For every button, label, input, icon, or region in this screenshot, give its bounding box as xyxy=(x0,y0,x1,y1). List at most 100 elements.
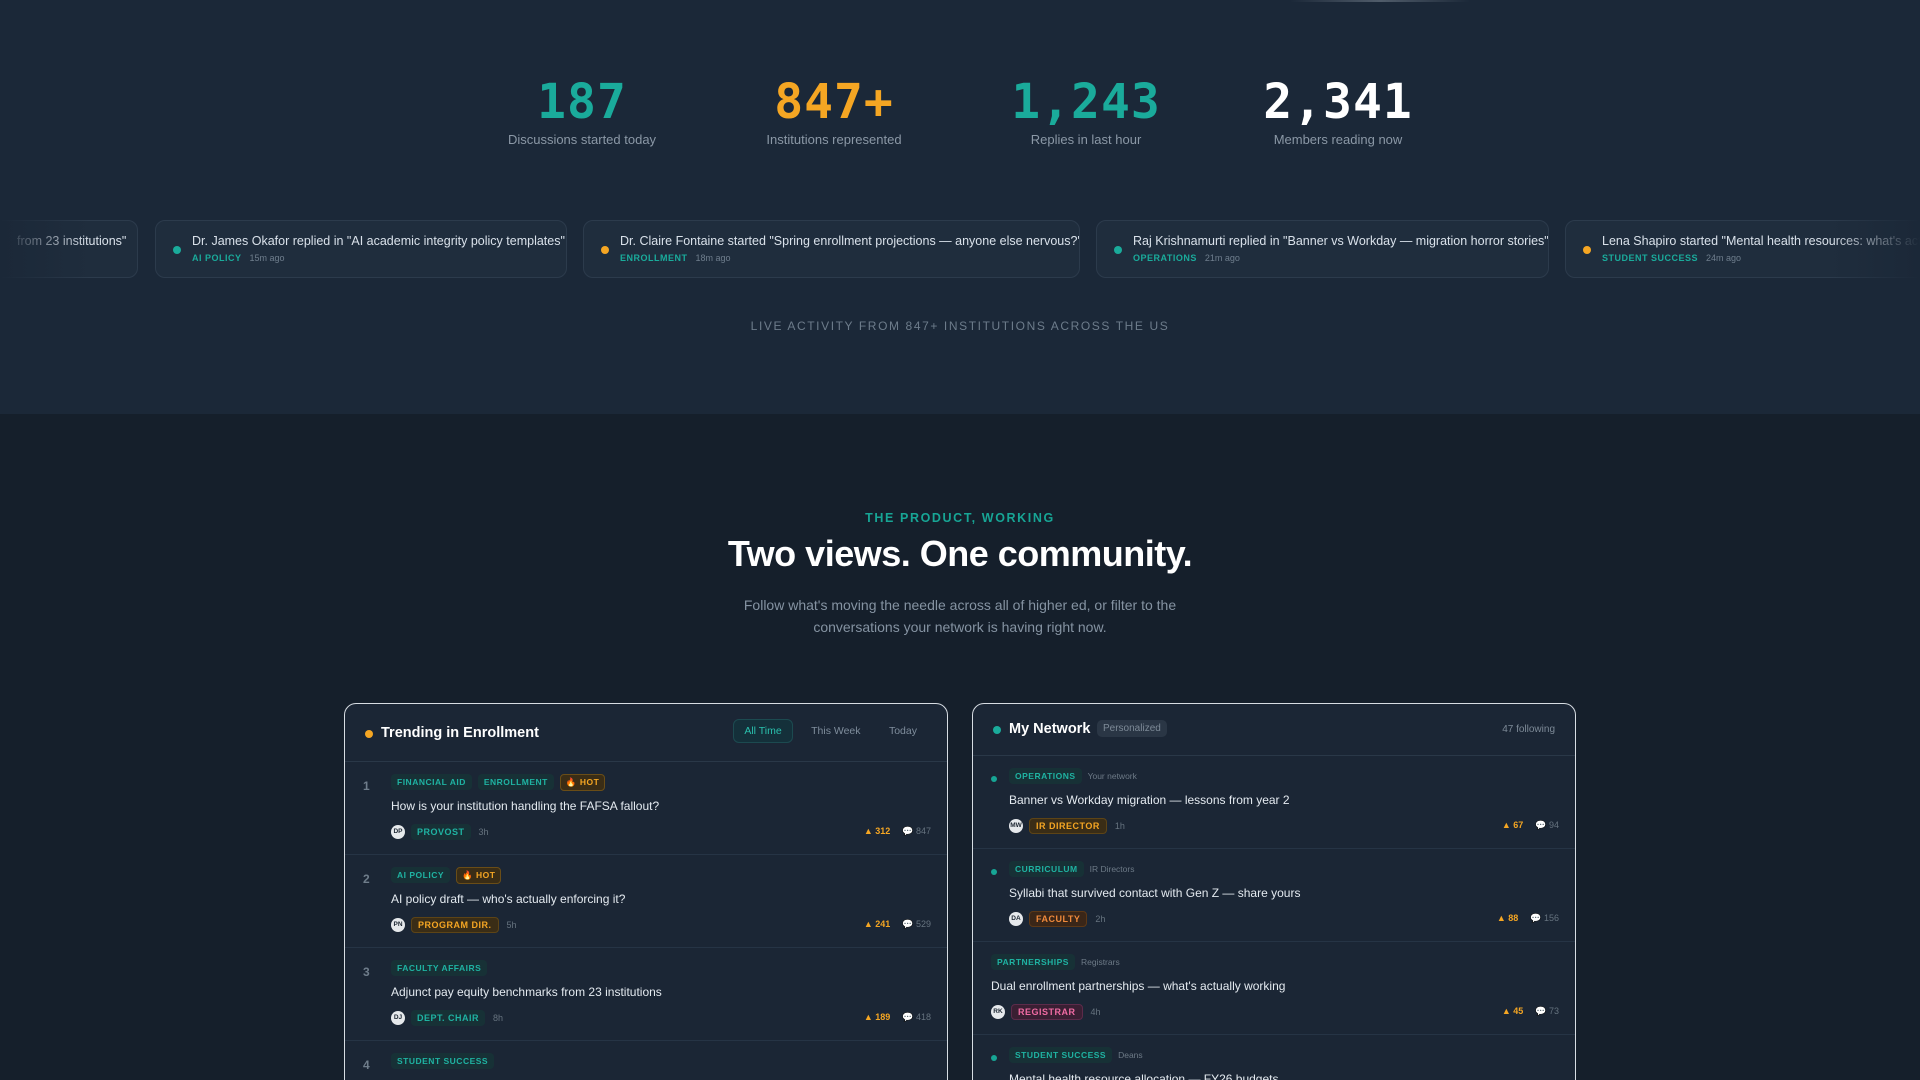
source-label: Deans xyxy=(1118,1050,1143,1060)
discussion-row[interactable]: 4 STUDENT SUCCESS xyxy=(345,1041,947,1080)
discussion-meta: DA FACULTY 2h xyxy=(1009,910,1105,927)
unread-dot-icon xyxy=(991,776,997,782)
discussion-meta: RK REGISTRAR 4h xyxy=(991,1003,1101,1020)
role-badge: PROGRAM DIR. xyxy=(411,916,499,933)
network-row[interactable]: STUDENT SUCCESS Deans Mental health resou… xyxy=(973,1035,1575,1080)
tag-list: AI POLICY 🔥 HOT xyxy=(391,867,507,884)
avatar[interactable]: DJ xyxy=(391,1010,405,1025)
section-eyebrow: THE PRODUCT, WORKING xyxy=(865,511,1055,525)
discussion-meta: DP PROVOST 3h xyxy=(391,823,489,840)
tag-list: PARTNERSHIPS Registrars xyxy=(991,954,1120,970)
stat-label: Institutions represented xyxy=(766,132,902,147)
post-time: 5h xyxy=(506,919,517,930)
role-badge: IR DIRECTOR xyxy=(1029,817,1107,834)
stat-value: 847+ xyxy=(774,74,894,130)
network-row[interactable]: OPERATIONS Your network Banner vs Workday… xyxy=(973,756,1575,849)
stat-value: 1,243 xyxy=(1011,74,1161,130)
source-label: Registrars xyxy=(1080,957,1120,967)
tab-this-week[interactable]: This Week xyxy=(811,725,861,737)
personalized-badge: Personalized xyxy=(1097,720,1167,737)
upvote-count[interactable]: ▲ 312 xyxy=(863,826,891,836)
topic-tag[interactable]: PARTNERSHIPS xyxy=(991,954,1075,970)
engagement-counts: ▲ 189 💬 418 xyxy=(864,1012,931,1023)
section-subtext: Follow what's moving the needle across a… xyxy=(743,597,1177,635)
topic-tag[interactable]: FACULTY AFFAIRS xyxy=(391,960,488,976)
ticker-card[interactable]: Raj Krishnamurti replied in "Banner vs W… xyxy=(1096,220,1549,278)
network-row[interactable]: PARTNERSHIPS Registrars Dual enrollment p… xyxy=(973,942,1575,1035)
ticker-time: 18m ago xyxy=(695,253,731,263)
following-count[interactable]: 47 following xyxy=(1502,724,1555,735)
ticker-card[interactable]: Dr. Claire Fontaine started "Spring enro… xyxy=(583,220,1080,278)
comment-count[interactable]: 💬 73 xyxy=(1535,1006,1559,1016)
discussion-title[interactable]: Banner vs Workday migration — lessons fr… xyxy=(1009,793,1290,807)
discussion-meta: DJ DEPT. CHAIR 8h xyxy=(391,1009,504,1026)
network-dot-icon xyxy=(993,726,1001,734)
avatar[interactable]: DP xyxy=(391,824,405,839)
ticker-fade-left xyxy=(0,210,90,290)
panel-title: Trending in Enrollment xyxy=(381,725,539,741)
topic-tag[interactable]: CURRICULUM xyxy=(1009,861,1084,877)
ticker-text: Raj Krishnamurti replied in "Banner vs W… xyxy=(1133,234,1549,248)
comment-count[interactable]: 💬 94 xyxy=(1535,820,1559,830)
comment-count[interactable]: 💬 156 xyxy=(1530,913,1559,923)
post-time: 8h xyxy=(493,1012,504,1023)
comment-count[interactable]: 💬 847 xyxy=(902,826,931,836)
avatar[interactable]: PN xyxy=(391,917,405,932)
network-panel: My Network Personalized 47 following OPE… xyxy=(972,703,1576,1080)
stat-value: 187 xyxy=(537,74,627,130)
topic-tag[interactable]: FINANCIAL AID xyxy=(391,774,472,790)
upvote-count[interactable]: ▲ 45 xyxy=(1501,1006,1524,1016)
discussion-title[interactable]: Mental health resource allocation — FY26… xyxy=(1009,1072,1279,1080)
upvote-count[interactable]: ▲ 88 xyxy=(1496,913,1519,923)
discussion-title[interactable]: Dual enrollment partnerships — what's ac… xyxy=(991,979,1286,993)
ticker-category: AI POLICY xyxy=(192,253,242,263)
discussion-title[interactable]: AI policy draft — who's actually enforci… xyxy=(391,892,626,906)
tab-today[interactable]: Today xyxy=(888,725,917,737)
avatar[interactable]: RK xyxy=(991,1004,1005,1019)
topic-tag[interactable]: AI POLICY xyxy=(391,867,451,883)
topic-tag[interactable]: ENROLLMENT xyxy=(477,774,554,790)
tag-list: STUDENT SUCCESS xyxy=(391,1053,500,1069)
activity-dot-icon xyxy=(1114,246,1122,254)
discussion-row[interactable]: 1 FINANCIAL AID ENROLLMENT 🔥 HOT How is yo… xyxy=(345,762,947,855)
engagement-counts: ▲ 88 💬 156 xyxy=(1497,913,1559,924)
comment-count[interactable]: 💬 418 xyxy=(902,1012,931,1022)
rank-number: 4 xyxy=(363,1058,370,1072)
post-time: 1h xyxy=(1114,820,1125,831)
topic-tag[interactable]: STUDENT SUCCESS xyxy=(1009,1047,1113,1063)
comment-count[interactable]: 💬 529 xyxy=(902,919,931,929)
upvote-count[interactable]: ▲ 67 xyxy=(1501,820,1524,830)
rank-number: 1 xyxy=(363,779,370,793)
unread-dot-icon xyxy=(991,869,997,875)
upvote-count[interactable]: ▲ 189 xyxy=(863,1012,891,1022)
network-panel-header: My Network Personalized 47 following xyxy=(973,704,1575,756)
discussion-title[interactable]: Adjunct pay equity benchmarks from 23 in… xyxy=(391,985,662,999)
engagement-counts: ▲ 67 💬 94 xyxy=(1502,820,1559,831)
role-badge: FACULTY xyxy=(1029,910,1088,927)
tab-all-time[interactable]: All Time xyxy=(733,719,793,743)
avatar[interactable]: DA xyxy=(1009,911,1023,926)
topic-tag[interactable]: STUDENT SUCCESS xyxy=(391,1053,495,1069)
avatar[interactable]: MW xyxy=(1009,818,1023,833)
trending-panel-header: Trending in Enrollment All Time This Wee… xyxy=(345,704,947,762)
discussion-row[interactable]: 2 AI POLICY 🔥 HOT AI policy draft — who's… xyxy=(345,855,947,948)
discussion-title[interactable]: Syllabi that survived contact with Gen Z… xyxy=(1009,886,1301,900)
role-badge: DEPT. CHAIR xyxy=(411,1009,486,1026)
discussion-row[interactable]: 3 FACULTY AFFAIRS Adjunct pay equity ben… xyxy=(345,948,947,1041)
ticker-time: 21m ago xyxy=(1204,253,1240,263)
ticker-fade-right xyxy=(1830,210,1920,290)
tag-list: STUDENT SUCCESS Deans xyxy=(1009,1047,1143,1063)
discussion-title[interactable]: How is your institution handling the FAF… xyxy=(391,799,660,813)
role-badge: REGISTRAR xyxy=(1011,1003,1083,1020)
ticker-card[interactable]: Dr. James Okafor replied in "AI academic… xyxy=(155,220,567,278)
activity-dot-icon xyxy=(1583,246,1591,254)
role-badge: PROVOST xyxy=(411,823,471,840)
upvote-count[interactable]: ▲ 241 xyxy=(863,919,891,929)
ticker-category: STUDENT SUCCESS xyxy=(1602,253,1699,263)
network-row[interactable]: CURRICULUM IR Directors Syllabi that surv… xyxy=(973,849,1575,942)
discussion-meta: MW IR DIRECTOR 1h xyxy=(1009,817,1125,834)
stat-label: Members reading now xyxy=(1273,132,1403,147)
activity-dot-icon xyxy=(601,246,609,254)
ticker-time: 15m ago xyxy=(249,253,285,263)
topic-tag[interactable]: OPERATIONS xyxy=(1009,768,1082,784)
